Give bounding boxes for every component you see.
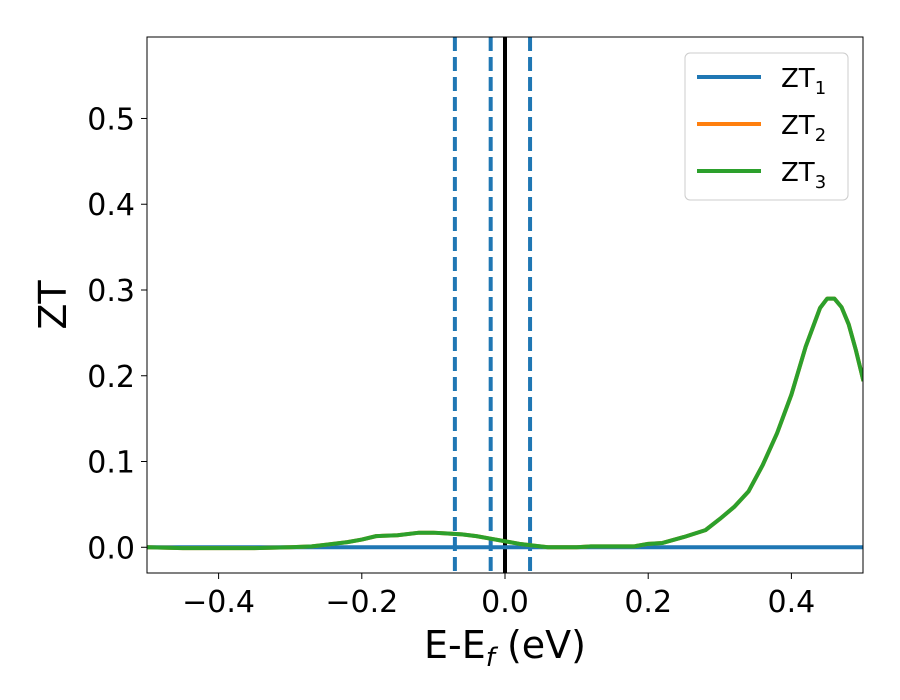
reference-lines: [452, 37, 533, 573]
x-axis: −0.4 −0.2 0.0 0.2 0.4: [182, 573, 815, 620]
series-lines: [147, 296, 863, 551]
series-line-zt3: [147, 296, 863, 551]
legend-label: ZT2: [781, 111, 826, 146]
y-tick-label: 0.3: [87, 274, 135, 309]
x-axis-title-main: E-E: [424, 623, 486, 667]
x-tick-label: −0.4: [182, 585, 255, 620]
y-tick-label: 0.2: [87, 360, 135, 395]
legend-item-zt2: ZT2: [697, 111, 826, 146]
y-axis: 0.0 0.1 0.2 0.3 0.4 0.5: [87, 102, 147, 566]
x-axis-title: E-Ef (eV): [424, 623, 586, 673]
legend: ZT1 ZT2 ZT3: [684, 52, 849, 201]
x-tick-label: −0.2: [325, 585, 398, 620]
y-tick-label: 0.0: [87, 531, 135, 566]
x-tick-label: 0.4: [768, 585, 816, 620]
legend-item-zt1: ZT1: [697, 64, 826, 99]
y-tick-label: 0.5: [87, 102, 135, 137]
x-tick-label: 0.2: [624, 585, 672, 620]
legend-label: ZT3: [781, 158, 826, 193]
x-axis-title-unit: (eV): [495, 623, 586, 667]
legend-item-zt3: ZT3: [697, 158, 826, 193]
x-tick-label: 0.0: [481, 585, 529, 620]
y-tick-label: 0.4: [87, 188, 135, 223]
legend-label: ZT1: [781, 64, 826, 99]
y-axis-title: ZT: [31, 280, 75, 330]
legend-box: [684, 52, 849, 201]
y-tick-label: 0.1: [87, 446, 135, 481]
